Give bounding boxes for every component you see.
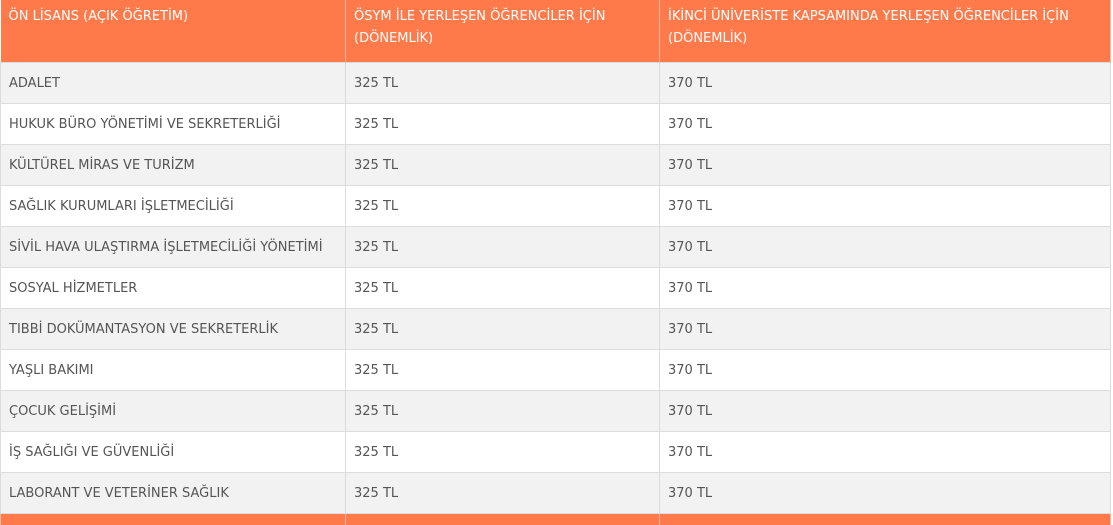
table-row: LABORANT VE VETERİNER SAĞLIK 325 TL 370 TL [0,472,1111,514]
fee-cell: 370 TL [659,431,1111,473]
fee-cell: 370 TL [659,472,1111,514]
table-row: ADALET 325 TL 370 TL [0,62,1111,104]
program-cell: LABORANT VE VETERİNER SAĞLIK [0,472,346,514]
fee-cell: 370 TL [659,390,1111,432]
program-cell: SOSYAL HİZMETLER [0,267,346,309]
fee-cell: 325 TL [345,349,660,391]
program-cell: TIBBİ DOKÜMANTASYON VE SEKRETERLİK [0,308,346,350]
program-cell: İŞ SAĞLIĞI VE GÜVENLİĞİ [0,431,346,473]
program-cell: HUKUK BÜRO YÖNETİMİ VE SEKRETERLİĞİ [0,103,346,145]
fee-cell: 370 TL [659,308,1111,350]
fee-cell: 325 TL [345,226,660,268]
table-row: ÇOCUK GELİŞİMİ 325 TL 370 TL [0,390,1111,432]
fee-cell: 370 TL [659,226,1111,268]
program-cell: SİVİL HAVA ULAŞTIRMA İŞLETMECİLİĞİ YÖNET… [0,226,346,268]
table-row: İŞ SAĞLIĞI VE GÜVENLİĞİ 325 TL 370 TL [0,431,1111,473]
fee-cell: 325 TL [345,185,660,227]
fee-cell: 370 TL [659,62,1111,104]
fee-cell: 370 TL [659,349,1111,391]
fee-cell: 370 TL [659,185,1111,227]
fee-cell: 325 TL [345,267,660,309]
fee-cell: 370 TL [659,267,1111,309]
fee-cell: 325 TL [345,390,660,432]
program-cell: ÇOCUK GELİŞİMİ [0,390,346,432]
table-row: TIBBİ DOKÜMANTASYON VE SEKRETERLİK 325 TL… [0,308,1111,350]
fee-cell: 325 TL [345,62,660,104]
header-cell: İKİNCİ ÜNİVERİSTE KAPSAMINDA YERLEŞEN ÖĞ… [659,0,1111,63]
header-row: ÖN LİSANS (AÇIK ÖĞRETİM) ÖSYM İLE YERLEŞE… [0,0,1111,63]
fee-cell: 325 TL [345,103,660,145]
program-cell: KÜLTÜREL MİRAS VE TURİZM [0,144,346,186]
fee-cell: 325 TL [345,308,660,350]
table-row: SOSYAL HİZMETLER 325 TL 370 TL [0,267,1111,309]
program-cell: SAĞLIK KURUMLARI İŞLETMECİLİĞİ [0,185,346,227]
fee-cell: 325 TL [345,431,660,473]
table-row: HUKUK BÜRO YÖNETİMİ VE SEKRETERLİĞİ 325 T… [0,103,1111,145]
header-cell: ÖSYM İLE YERLEŞEN ÖĞRENCİLER İÇİN (DÖNEM… [345,0,660,63]
fee-cell: 370 TL [659,103,1111,145]
fee-cell: 325 TL [345,144,660,186]
fee-cell: 370 TL [659,144,1111,186]
header-cell: ÖN LİSANS (AÇIK ÖĞRETİM) [0,0,346,63]
table-row: KÜLTÜREL MİRAS VE TURİZM 325 TL 370 TL [0,144,1111,186]
footer-cell [659,513,1111,525]
table-row: YAŞLI BAKIMI 325 TL 370 TL [0,349,1111,391]
table-row: SAĞLIK KURUMLARI İŞLETMECİLİĞİ 325 TL 370 … [0,185,1111,227]
footer-cell [0,513,346,525]
footer-cell [345,513,660,525]
program-cell: ADALET [0,62,346,104]
fee-cell: 325 TL [345,472,660,514]
table-row: SİVİL HAVA ULAŞTIRMA İŞLETMECİLİĞİ YÖNET… [0,226,1111,268]
table-footer-strip [0,513,1111,525]
program-cell: YAŞLI BAKIMI [0,349,346,391]
